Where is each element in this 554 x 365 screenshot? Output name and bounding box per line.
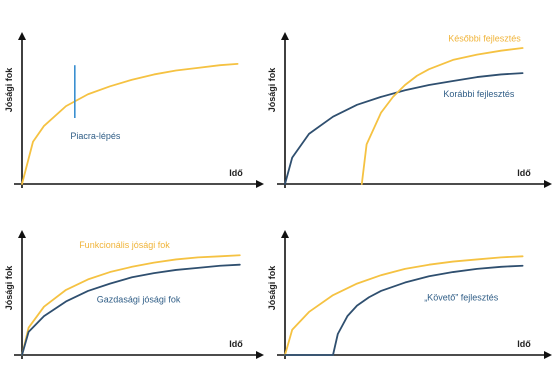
series-line-1 xyxy=(21,62,239,185)
series-line-2 xyxy=(284,264,524,356)
x-axis-arrow xyxy=(544,180,552,188)
chart-panel-4: Jósági fok Idő „Követő” fejlesztés xyxy=(267,230,552,359)
y-axis-arrow xyxy=(281,230,289,238)
series-line-1 xyxy=(284,255,524,356)
x-axis-label: Idő xyxy=(517,339,531,349)
annotation-label-1: Funkcionális jósági fok xyxy=(79,240,170,250)
x-axis-arrow xyxy=(256,180,264,188)
annotation-label-2: Korábbi fejlesztés xyxy=(443,89,515,99)
y-axis-label: Jósági fok xyxy=(267,265,277,311)
chart-panel-3: Jósági fok Idő Funkcionális jósági fok Gazd… xyxy=(4,230,264,359)
y-axis-label: Jósági fok xyxy=(267,67,277,113)
annotation-label-1: Piacra-lépés xyxy=(70,131,121,141)
series-line-1 xyxy=(284,72,524,185)
chart-panel-1: Jósági fok Idő Piacra-lépés xyxy=(4,32,264,188)
series-line-1 xyxy=(21,254,241,356)
annotation-label-1: „Követő” fejlesztés xyxy=(424,292,499,302)
y-axis-label: Jósági fok xyxy=(4,67,14,113)
x-axis-arrow xyxy=(544,351,552,359)
x-axis-label: Idő xyxy=(229,339,243,349)
chart-panel-2: Jósági fok Idő Későbbi fejlesztés Korábbi f… xyxy=(267,32,552,188)
y-axis-arrow xyxy=(281,32,289,40)
annotation-label-1: Későbbi fejlesztés xyxy=(448,33,521,43)
x-axis-label: Idő xyxy=(517,168,531,178)
series-line-2 xyxy=(21,263,241,356)
y-axis-label: Jósági fok xyxy=(4,265,14,311)
y-axis-arrow xyxy=(18,32,26,40)
annotation-label-2: Gazdasági jósági fok xyxy=(97,295,181,305)
series-line-2 xyxy=(360,47,524,185)
y-axis-arrow xyxy=(18,230,26,238)
x-axis-arrow xyxy=(256,351,264,359)
x-axis-label: Idő xyxy=(229,168,243,178)
